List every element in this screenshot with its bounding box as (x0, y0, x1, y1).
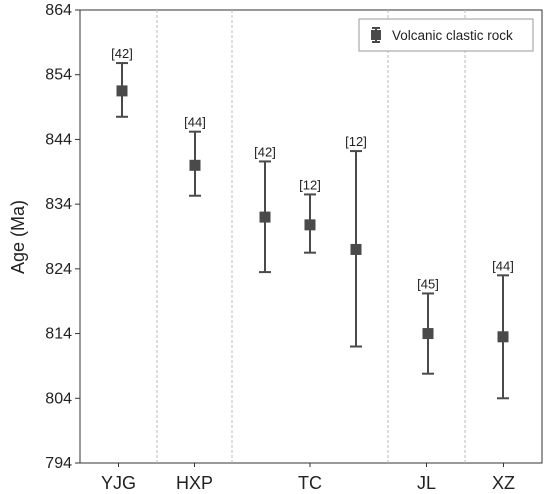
point-marker (422, 328, 434, 340)
x-label-yjg: YJG (101, 473, 136, 493)
legend-marker-square (371, 30, 381, 40)
x-label-hxp: HXP (176, 473, 213, 493)
x-axis: YJG HXP TC JL XZ (101, 463, 515, 493)
y-axis-title: Age (Ma) (8, 200, 28, 274)
y-tick-label-844: 844 (45, 131, 72, 148)
ref-label: [42] (254, 144, 276, 159)
y-tick-label-794: 794 (45, 455, 72, 472)
point-marker (189, 159, 201, 171)
data-point-5: [45] (417, 276, 439, 375)
group-separators (156, 10, 466, 463)
legend-box (358, 18, 534, 52)
ref-label: [12] (299, 177, 321, 192)
ref-label: [44] (184, 115, 206, 130)
ref-label: [45] (417, 276, 439, 291)
point-marker (350, 243, 362, 255)
point-marker (304, 219, 316, 231)
y-tick-label-864: 864 (45, 2, 72, 19)
x-label-tc: TC (298, 473, 322, 493)
y-tick-label-814: 814 (45, 326, 72, 343)
point-marker (116, 85, 128, 97)
data-point-1: [44] (184, 115, 206, 197)
data-point-2: [42] (254, 144, 276, 274)
legend: Volcanic clastic rock (358, 18, 534, 52)
y-tick-label-824: 824 (45, 261, 72, 278)
data-point-6: [44] (492, 258, 514, 400)
point-marker (259, 211, 271, 223)
y-tick-label-804: 804 (45, 390, 72, 407)
ref-label: [42] (111, 46, 133, 61)
legend-label: Volcanic clastic rock (392, 28, 513, 43)
data-point-4: [12] (345, 134, 367, 348)
y-tick-label-854: 854 (45, 67, 72, 84)
ref-label: [12] (345, 134, 367, 149)
plot-frame (79, 9, 543, 464)
point-marker (497, 331, 509, 343)
data-marks: [42] [44] [42] [12] [12] [45] [44] (111, 46, 514, 400)
ref-label: [44] (492, 258, 514, 273)
data-point-0: [42] (111, 46, 133, 118)
y-axis: 794 804 814 824 834 844 854 864 (45, 2, 80, 472)
data-point-3: [12] (299, 177, 321, 254)
y-tick-label-834: 834 (45, 196, 72, 213)
x-label-xz: XZ (492, 473, 515, 493)
x-label-jl: JL (417, 473, 436, 493)
